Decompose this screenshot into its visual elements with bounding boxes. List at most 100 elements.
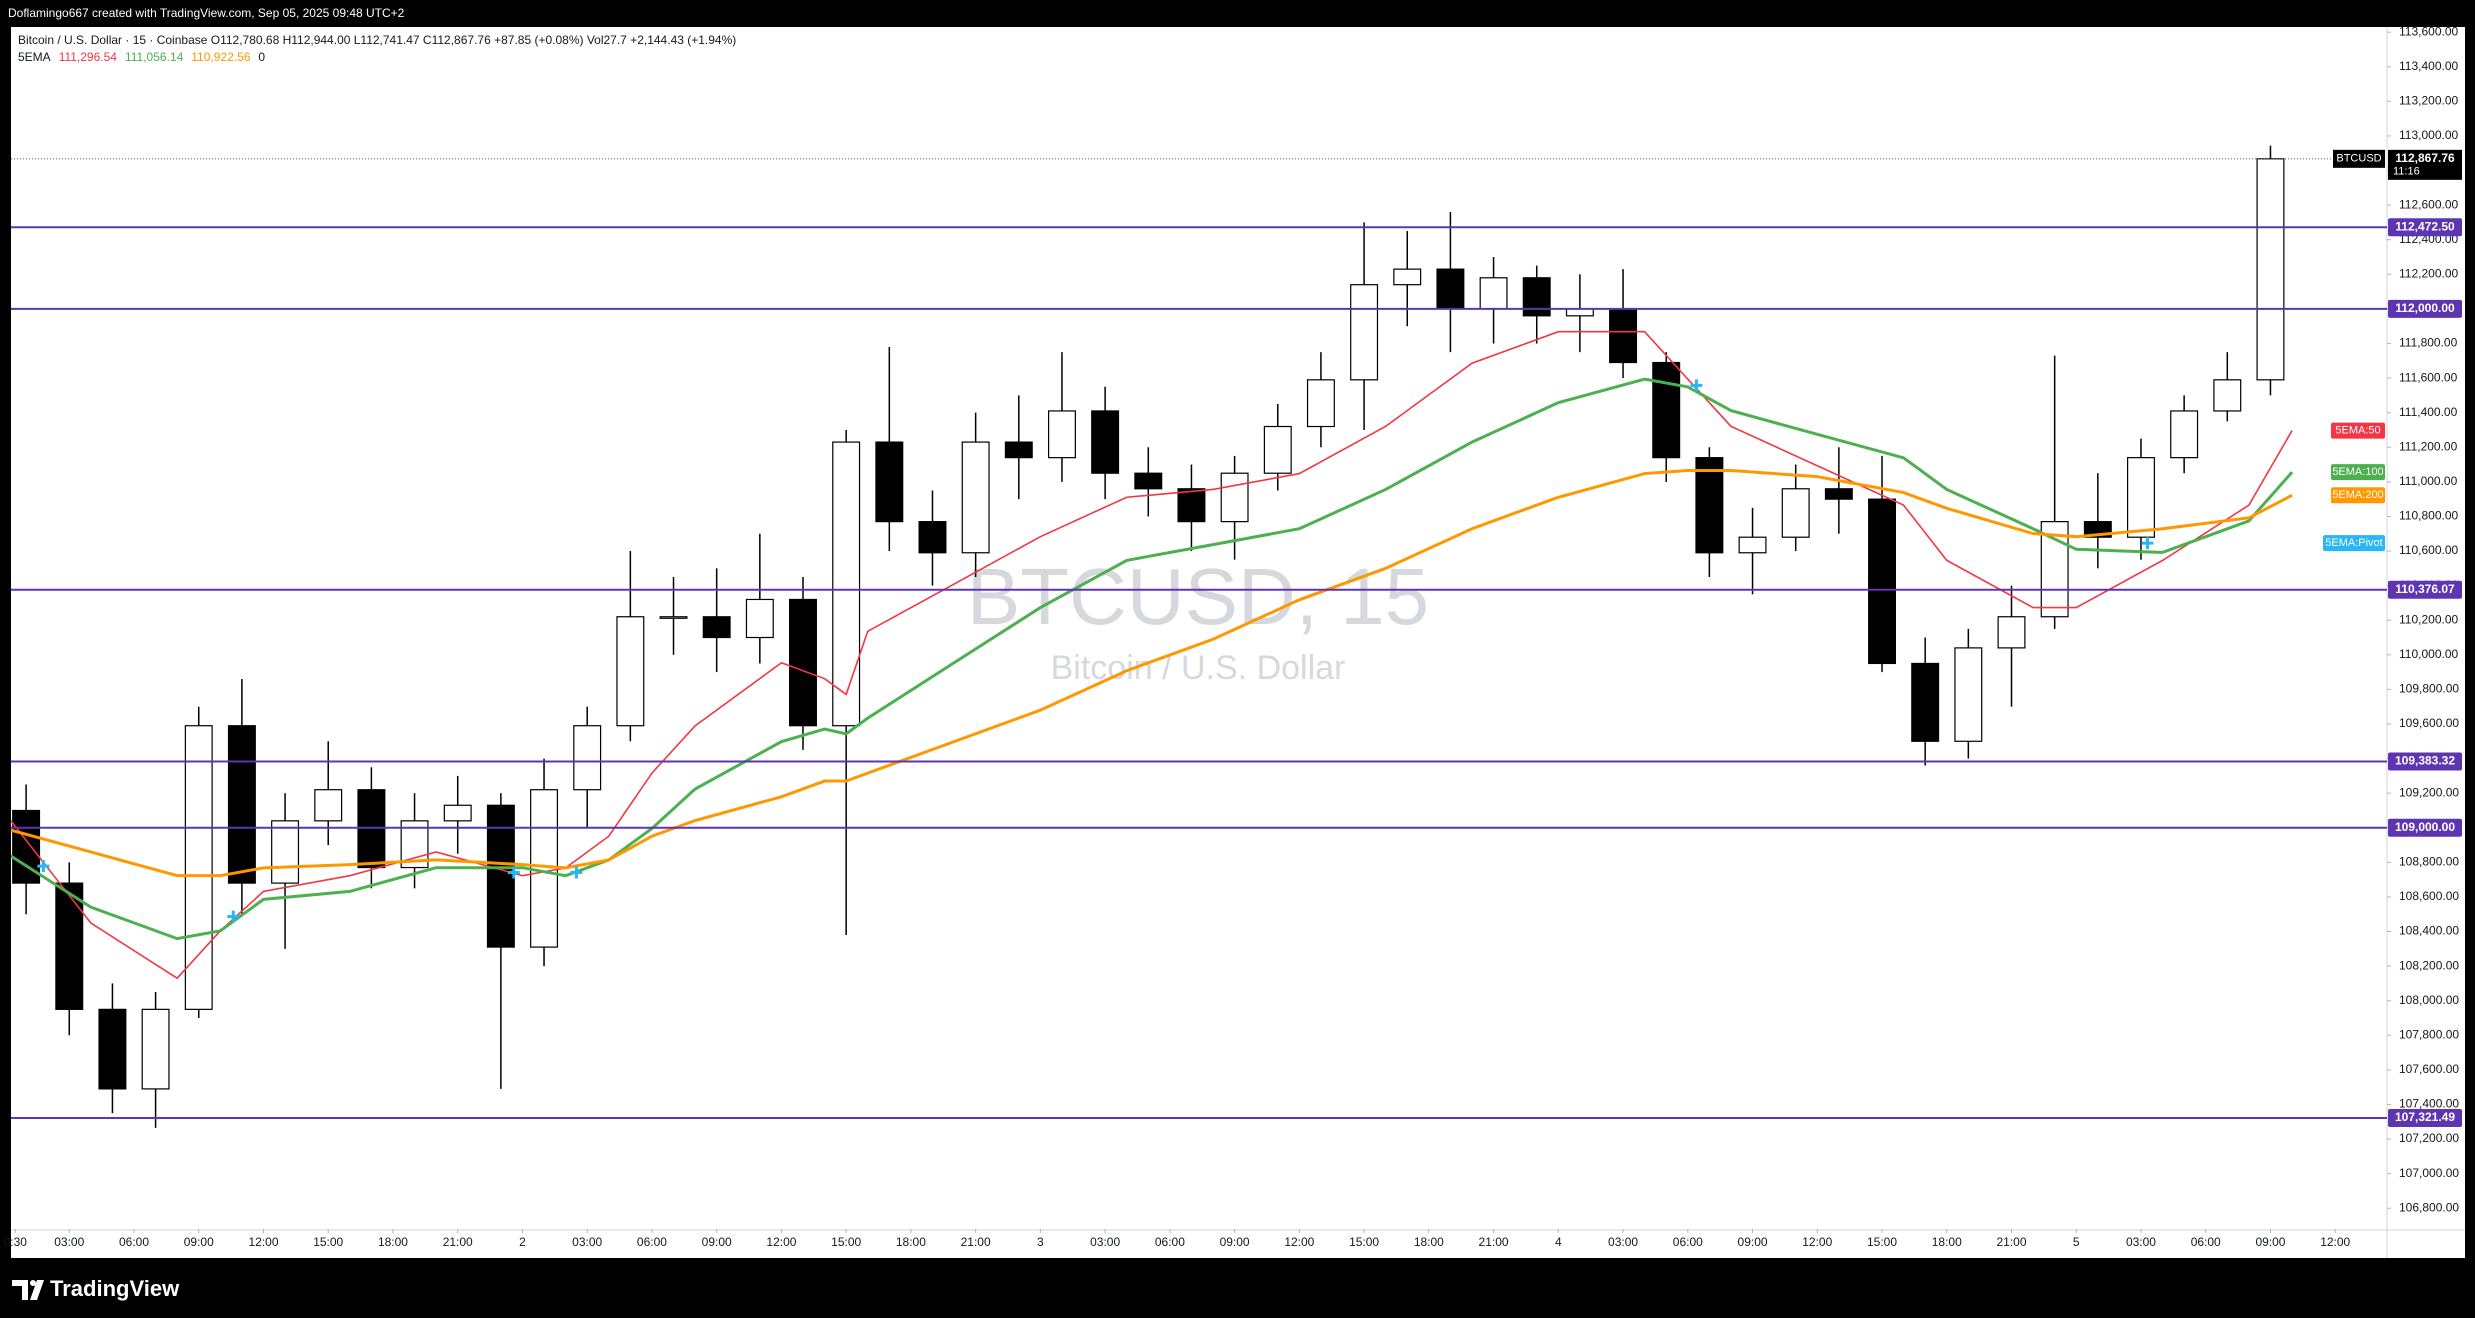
x-tick-label: 18:00 xyxy=(896,1235,926,1249)
candle-body xyxy=(1738,536,1767,554)
ema-line xyxy=(11,330,2293,980)
x-tick-label: 3 xyxy=(1037,1235,1044,1249)
y-tick-label: 107,200.00 xyxy=(2399,1131,2459,1145)
candle-body xyxy=(961,441,990,554)
ema-line xyxy=(11,377,2294,941)
y-tick-label: 113,600.00 xyxy=(2399,24,2458,38)
x-tick-label: 03:00 xyxy=(1090,1235,1120,1249)
x-tick-label: 12:00 xyxy=(766,1235,796,1249)
symbol-tag xyxy=(2333,149,2385,168)
y-tick-label: 112,200.00 xyxy=(2399,266,2458,280)
y-tick-label: 111,400.00 xyxy=(2399,405,2458,419)
y-tick-label: 113,000.00 xyxy=(2399,128,2458,142)
x-tick-label: 15:00 xyxy=(313,1235,343,1249)
candle-body xyxy=(1134,472,1163,490)
y-tick-label: 107,000.00 xyxy=(2399,1166,2459,1180)
ema-tag-label: 5EMA:200 xyxy=(2332,489,2383,501)
candle-body xyxy=(1997,616,2026,649)
level-label: 107,321.49 xyxy=(2395,1110,2455,1124)
x-tick-label: 06:00 xyxy=(2191,1235,2221,1249)
candle-body xyxy=(1652,361,1681,459)
x-tick-label: 12:00 xyxy=(1284,1235,1314,1249)
level-tag xyxy=(2388,818,2462,837)
x-tick-label: 5 xyxy=(2073,1235,2080,1249)
candle-body xyxy=(443,804,472,822)
pivot-tag-label: 5EMA:Pivot xyxy=(2325,537,2382,549)
candle-body xyxy=(918,521,947,554)
caption: Doflamingo667 created with TradingView.c… xyxy=(8,6,405,20)
candle-body xyxy=(2256,158,2285,381)
level-tag xyxy=(2388,1109,2462,1128)
candle-body xyxy=(1781,488,1810,538)
candle-body xyxy=(1824,488,1853,500)
candle-body xyxy=(1350,284,1379,381)
x-tick-label: 06:00 xyxy=(1673,1235,1703,1249)
y-tick-label: 113,400.00 xyxy=(2399,59,2458,73)
ema-legend-value: 111,056.14 xyxy=(125,50,184,64)
symbol-label: BTCUSD xyxy=(2336,153,2381,165)
y-tick-label: 107,800.00 xyxy=(2399,1027,2459,1041)
pivot-tag xyxy=(2323,535,2385,552)
last-price-label: 112,867.76 xyxy=(2395,151,2455,165)
candle-body xyxy=(1263,425,1292,474)
x-tick-label: 03:00 xyxy=(54,1235,84,1249)
x-tick-label: 09:00 xyxy=(1220,1235,1250,1249)
candle-body xyxy=(184,725,213,1010)
y-tick-label: 110,000.00 xyxy=(2399,647,2458,661)
y-tick-label: 107,600.00 xyxy=(2399,1062,2459,1076)
x-tick-label: 4 xyxy=(1555,1235,1562,1249)
candle-body xyxy=(1004,441,1033,459)
legend-line: Bitcoin / U.S. Dollar · 15 · Coinbase O1… xyxy=(18,33,736,47)
y-tick-label: 108,000.00 xyxy=(2399,993,2459,1007)
candle-body xyxy=(1565,308,1594,317)
candle-body xyxy=(1522,277,1551,317)
candle-body xyxy=(1306,379,1335,428)
y-tick-label: 107,400.00 xyxy=(2399,1097,2459,1111)
y-tick-label: 111,800.00 xyxy=(2399,336,2458,350)
candle-body xyxy=(1393,268,1422,286)
level-tag xyxy=(2388,580,2462,599)
level-label: 110,376.07 xyxy=(2395,582,2455,596)
pivot-marker xyxy=(37,860,50,873)
level-label: 112,000.00 xyxy=(2395,301,2455,315)
logo xyxy=(12,1280,44,1300)
candle-body xyxy=(832,441,861,727)
plot xyxy=(11,145,2294,1128)
ema-legend: 5EMA 111,296.54 111,056.14 110,922.56 0 xyxy=(18,50,265,64)
level-label: 109,383.32 xyxy=(2395,754,2455,768)
candle-body xyxy=(573,725,602,791)
pivot-marker xyxy=(2141,537,2154,550)
candle-body xyxy=(702,616,731,639)
ema-tag-label: 5EMA:100 xyxy=(2332,466,2383,478)
y-tick-label: 111,200.00 xyxy=(2399,439,2458,453)
candle-body xyxy=(659,616,688,619)
candle-body xyxy=(1868,498,1896,665)
x-tick-label: 21:00 xyxy=(443,1235,473,1249)
level-tag xyxy=(2388,218,2462,237)
y-tick-label: 111,000.00 xyxy=(2399,474,2458,488)
last-price-tag xyxy=(2388,149,2462,180)
candle-body xyxy=(227,725,256,884)
candle-body xyxy=(2127,457,2155,538)
x-tick-label: 12:00 xyxy=(1802,1235,1832,1249)
ema-tag xyxy=(2331,464,2385,481)
y-tick-label: 112,600.00 xyxy=(2399,197,2458,211)
y-tick-label: 108,200.00 xyxy=(2399,958,2459,972)
candle-body xyxy=(1479,277,1508,310)
candle-body xyxy=(1220,472,1249,523)
pivot-marker xyxy=(227,910,240,923)
logo-dot xyxy=(30,1280,36,1286)
y-tick-label: 109,600.00 xyxy=(2399,716,2459,730)
x-tick-label: 2 xyxy=(519,1235,526,1249)
x-tick-label: 18:00 xyxy=(1414,1235,1444,1249)
ema-tag xyxy=(2331,422,2385,439)
candle-body xyxy=(1954,647,1983,742)
y-tick-label: 109,200.00 xyxy=(2399,785,2459,799)
x-tick-label: 09:00 xyxy=(184,1235,214,1249)
candle-body xyxy=(875,441,904,523)
x-tick-label: 12:00 xyxy=(248,1235,278,1249)
x-tick-label: 09:00 xyxy=(2255,1235,2285,1249)
level-label: 109,000.00 xyxy=(2395,820,2455,834)
candle-body xyxy=(616,616,645,727)
